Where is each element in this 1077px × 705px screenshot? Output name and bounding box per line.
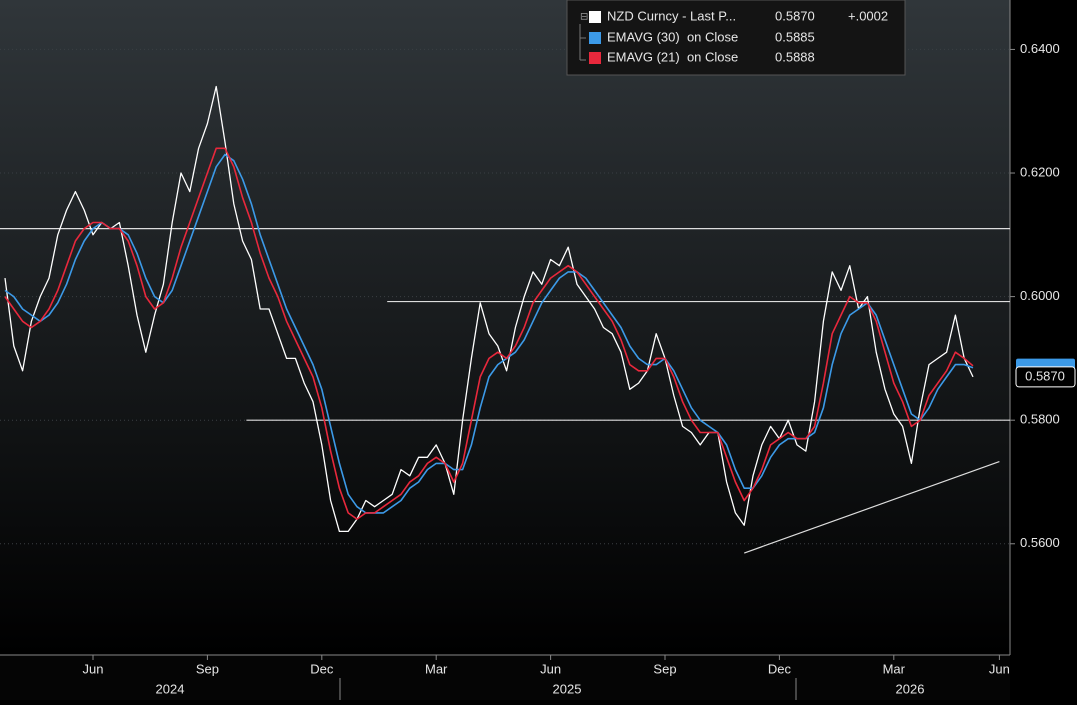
- year-label: 2024: [156, 681, 185, 696]
- legend-collapse: ⊟: [580, 12, 588, 23]
- y-tick-label: 0.6000: [1020, 288, 1060, 303]
- x-tick-label: Jun: [540, 661, 561, 676]
- plot-background: [0, 0, 1010, 655]
- legend-change: +.0002: [848, 8, 888, 23]
- x-tick-label: Sep: [196, 661, 219, 676]
- x-axis-background: [0, 655, 1010, 700]
- legend: ⊟: [566, 0, 906, 76]
- year-label: 2026: [896, 681, 925, 696]
- year-label: 2025: [553, 681, 582, 696]
- series-line: [4, 147, 974, 520]
- y-tick-label: 0.5800: [1020, 412, 1060, 427]
- x-tick-label: Dec: [310, 661, 334, 676]
- legend-swatch: [589, 52, 601, 64]
- legend-swatch: [589, 11, 601, 23]
- x-tick-label: Dec: [768, 661, 792, 676]
- x-tick-label: Jun: [83, 661, 104, 676]
- x-tick-label: Mar: [883, 661, 906, 676]
- legend-value: 0.5888: [775, 49, 815, 64]
- axis-background: [1010, 0, 1077, 700]
- price-tag: [1015, 366, 1076, 388]
- y-tick-label: 0.6200: [1020, 164, 1060, 179]
- legend-value: 0.5870: [775, 8, 815, 23]
- legend-name: EMAVG (21) on Close: [607, 49, 738, 64]
- series-line: [4, 85, 974, 533]
- legend-name: EMAVG (30) on Close: [607, 29, 738, 44]
- marks: [0, 48, 1010, 554]
- legend-value: 0.5885: [775, 29, 815, 44]
- x-tick-label: Sep: [653, 661, 676, 676]
- legend-name: NZD Curncy - Last P...: [607, 8, 736, 23]
- y-tick-label: 0.6400: [1020, 41, 1060, 56]
- legend-swatch: [589, 32, 601, 44]
- legend-box: [566, 0, 906, 76]
- price-tag-label: 0.5870: [1025, 368, 1065, 383]
- x-tick-label: Jun: [989, 661, 1010, 676]
- x-tick-label: Mar: [425, 661, 448, 676]
- y-tick-label: 0.5600: [1020, 535, 1060, 550]
- legend-tree: [579, 24, 586, 61]
- series-line: [4, 153, 974, 514]
- trend-line: [743, 461, 1000, 554]
